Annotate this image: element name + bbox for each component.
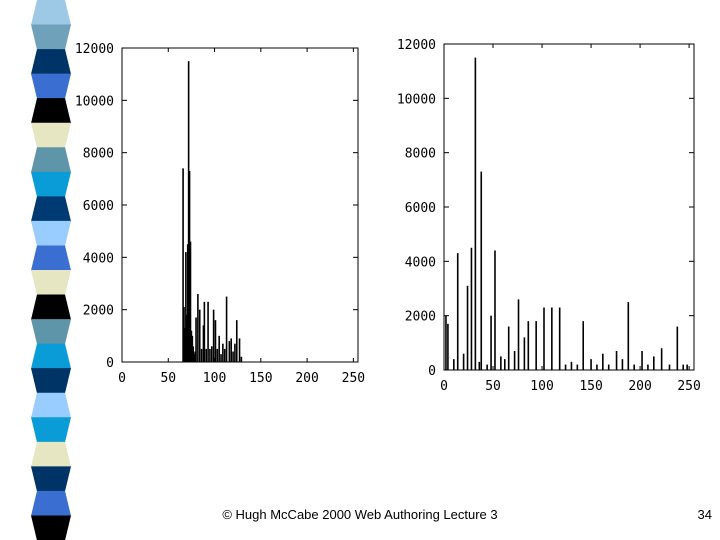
stripe-block	[31, 368, 71, 394]
x-tick-label: 200	[295, 371, 318, 386]
stripe-block	[31, 294, 71, 320]
y-tick-label: 10000	[397, 92, 436, 107]
x-tick-label: 50	[160, 371, 176, 386]
stripe-block	[31, 49, 71, 75]
histogram-svg-2: 0 2000 4000 6000 8000 10000 12000 0 50 100 150 200 2…	[397, 38, 701, 394]
y-tick-label: 8000	[83, 147, 114, 162]
y-tick-label: 12000	[75, 42, 114, 57]
y-tick-label: 6000	[83, 199, 114, 214]
stripe-block	[31, 441, 71, 467]
stripe-block	[31, 245, 71, 271]
stripe-block	[31, 122, 71, 148]
x-tick-label: 150	[579, 379, 602, 394]
x-tick-label: 200	[628, 379, 651, 394]
histogram-right: 0 2000 4000 6000 8000 10000 12000 0 50 100 150 200 2…	[382, 32, 712, 398]
y-tick-label: 0	[428, 364, 436, 379]
stripe-block	[31, 220, 71, 246]
y-tick-label: 12000	[397, 38, 436, 53]
decorative-stripe	[31, 0, 71, 540]
x-tick-label: 250	[342, 371, 365, 386]
stripe-block	[31, 73, 71, 99]
y-tick-label: 4000	[405, 255, 436, 270]
y-tick-label: 2000	[83, 304, 114, 319]
stripe-block	[31, 98, 71, 124]
histogram-left: 0 2000 4000 6000 8000 10000 12000 0 50 100 150 200 2…	[62, 36, 372, 390]
x-tick-label: 250	[677, 379, 700, 394]
y-tick-label: 6000	[405, 201, 436, 216]
footer-copyright: © Hugh McCabe 2000 Web Authoring Lecture…	[222, 507, 498, 522]
x-tick-label: 100	[203, 371, 226, 386]
stripe-block	[31, 196, 71, 222]
y-tick-label: 10000	[75, 94, 114, 109]
y-tick-label: 8000	[405, 147, 436, 162]
stripe-block	[31, 171, 71, 197]
stripe-block	[31, 490, 71, 516]
stripe-block	[31, 147, 71, 173]
x-tick-label: 0	[440, 379, 448, 394]
plot-frame	[121, 47, 359, 363]
y-tick-label: 4000	[83, 251, 114, 266]
histogram-svg-1: 0 2000 4000 6000 8000 10000 12000 0 50 100 150 200 2…	[75, 42, 365, 386]
y-tick-label: 2000	[405, 310, 436, 325]
stripe-block	[31, 466, 71, 492]
stripe-block	[31, 0, 71, 26]
stripe-block	[31, 392, 71, 418]
stripe-block	[31, 417, 71, 443]
page-number: 34	[697, 507, 712, 522]
x-tick-label: 0	[118, 371, 126, 386]
stripe-block	[31, 319, 71, 345]
x-tick-label: 150	[249, 371, 272, 386]
stripe-block	[31, 24, 71, 50]
y-tick-label: 0	[106, 356, 114, 371]
stripe-block	[31, 515, 71, 540]
stripe-block	[31, 270, 71, 296]
x-tick-label: 100	[530, 379, 553, 394]
stripe-block	[31, 343, 71, 369]
x-tick-label: 50	[485, 379, 501, 394]
